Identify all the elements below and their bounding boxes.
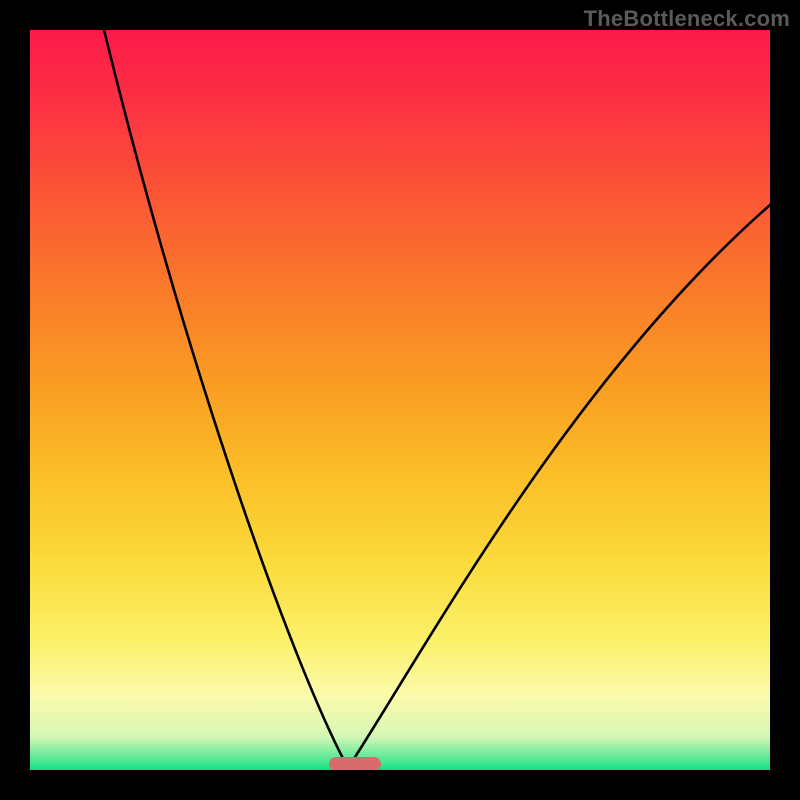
watermark-text: TheBottleneck.com bbox=[584, 6, 790, 32]
optimal-marker bbox=[329, 757, 381, 771]
plot-background bbox=[30, 30, 770, 770]
bottleneck-chart bbox=[0, 0, 800, 800]
